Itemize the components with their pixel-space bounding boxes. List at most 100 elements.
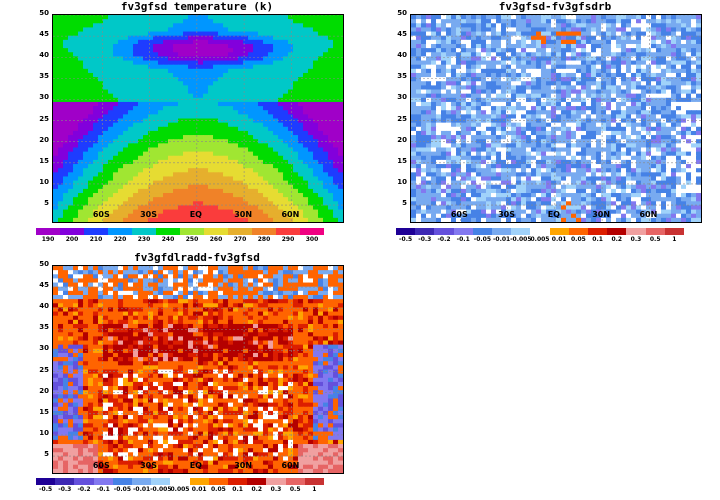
heatmap-cell [501, 72, 507, 78]
heatmap-cell [113, 201, 119, 207]
heatmap-cell [616, 60, 622, 66]
heatmap-cell [486, 110, 492, 115]
heatmap-cell [323, 27, 329, 33]
heatmap-cell [686, 72, 692, 78]
heatmap-cell [328, 106, 334, 111]
heatmap-cell [63, 147, 69, 153]
heatmap-cell [466, 39, 472, 45]
heatmap-cell [551, 77, 557, 82]
heatmap-cell [476, 31, 482, 37]
heatmap-cell [656, 60, 662, 66]
heatmap-cell [581, 81, 587, 86]
heatmap-cell [303, 155, 309, 161]
heatmap-cell [416, 39, 422, 45]
heatmap-cell [636, 151, 642, 157]
heatmap-cell [616, 151, 622, 157]
heatmap-cell [243, 164, 249, 169]
heatmap-cell [651, 89, 657, 95]
heatmap-cell [421, 56, 427, 62]
heatmap-cell [318, 81, 324, 86]
heatmap-cell [128, 19, 134, 24]
heatmap-cell [541, 130, 547, 136]
heatmap-cell [318, 188, 324, 194]
heatmap-cell [323, 159, 329, 165]
y-tick-label: 40 [39, 51, 49, 60]
heatmap-cell [253, 205, 259, 211]
heatmap-cell [636, 19, 642, 24]
heatmap-cell [113, 15, 119, 20]
heatmap-cell [318, 164, 324, 169]
heatmap-cell [506, 72, 512, 78]
heatmap-cell [333, 60, 339, 66]
heatmap-cell [481, 52, 487, 57]
heatmap-cell [576, 39, 582, 45]
heatmap-cell [293, 48, 299, 53]
heatmap-cell [441, 19, 447, 24]
heatmap-cell [63, 15, 69, 20]
heatmap-cell [53, 64, 59, 70]
heatmap-cell [636, 97, 642, 103]
heatmap-cell [288, 184, 294, 190]
heatmap-cell [636, 35, 642, 41]
heatmap-cell [258, 56, 264, 62]
heatmap-cell [83, 188, 89, 194]
heatmap-cell [456, 85, 462, 91]
heatmap-cell [198, 64, 204, 70]
heatmap-cell [641, 147, 647, 153]
heatmap-cell [411, 151, 417, 157]
heatmap-cell [461, 35, 467, 41]
heatmap-cell [243, 193, 249, 198]
heatmap-cell [581, 101, 587, 107]
heatmap-cell [238, 101, 244, 107]
heatmap-cell [521, 19, 527, 24]
heatmap-cell [233, 31, 239, 37]
heatmap-cell [98, 93, 104, 99]
heatmap-cell [636, 93, 642, 99]
heatmap-cell [143, 151, 149, 157]
heatmap-cell [143, 35, 149, 41]
heatmap-cell [486, 126, 492, 132]
heatmap-cell [153, 168, 159, 173]
heatmap-cell [626, 114, 632, 120]
heatmap-cell [596, 15, 602, 20]
heatmap-cell [248, 106, 254, 111]
heatmap-cell [566, 143, 572, 149]
heatmap-cell [78, 85, 84, 91]
heatmap-cell [561, 72, 567, 78]
heatmap-cell [481, 155, 487, 161]
heatmap-cell [273, 155, 279, 161]
heatmap-cell [53, 164, 59, 169]
heatmap-cell [313, 151, 319, 157]
heatmap-cell [526, 110, 532, 115]
heatmap-cell [586, 19, 592, 24]
heatmap-cell [426, 27, 432, 33]
heatmap-cell [681, 126, 687, 132]
heatmap-cell [118, 93, 124, 99]
heatmap-cell [576, 139, 582, 144]
heatmap-cell [546, 135, 552, 140]
heatmap-cell [328, 72, 334, 78]
heatmap-cell [253, 81, 259, 86]
heatmap-cell [183, 201, 189, 207]
heatmap-cell [323, 77, 329, 82]
heatmap-cell [491, 122, 497, 128]
heatmap-cell [138, 201, 144, 207]
heatmap-cell [596, 126, 602, 132]
heatmap-cell [63, 39, 69, 45]
heatmap-cell [531, 35, 537, 41]
heatmap-cell [328, 151, 334, 157]
heatmap-cell [636, 81, 642, 86]
heatmap-cell [183, 147, 189, 153]
heatmap-cell [318, 93, 324, 99]
heatmap-cell [208, 43, 214, 49]
heatmap-cell [203, 130, 209, 136]
heatmap-cell [691, 93, 697, 99]
heatmap-cell [148, 197, 154, 202]
heatmap-cell [198, 188, 204, 194]
heatmap-cell [521, 52, 527, 57]
heatmap-cell [68, 205, 74, 211]
heatmap-cell [53, 205, 59, 211]
heatmap-cell [506, 143, 512, 149]
heatmap-cell [203, 143, 209, 149]
heatmap-cell [218, 93, 224, 99]
